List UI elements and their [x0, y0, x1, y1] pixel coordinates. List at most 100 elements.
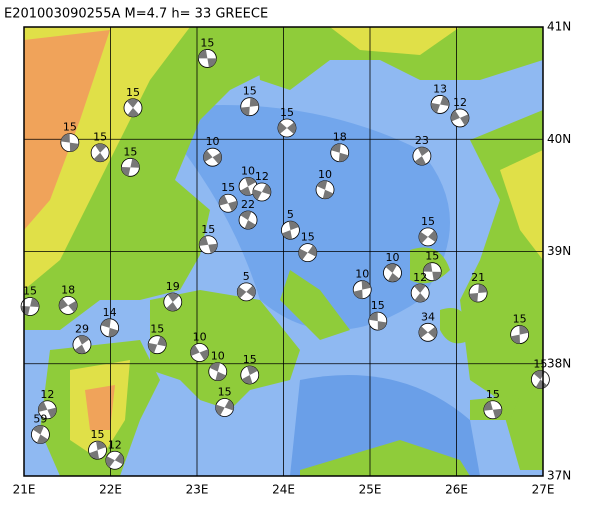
beachball-quadrant — [510, 325, 529, 344]
lat-label: 37N — [547, 469, 571, 483]
depth-label: 15 — [425, 250, 439, 263]
beachball-quadrant — [431, 96, 450, 113]
map-title: E201003090255A M=4.7 h= 33 GREECE — [4, 7, 268, 22]
beachball-quadrant — [237, 285, 256, 299]
focal-mechanism — [37, 400, 57, 420]
depth-label: 15 — [218, 386, 232, 399]
depth-label: 15 — [126, 86, 140, 99]
focal-mechanism — [72, 335, 92, 355]
focal-mechanism — [422, 262, 442, 282]
beachball-quadrant — [93, 143, 107, 162]
depth-label: 10 — [318, 168, 332, 181]
beachball-quadrant — [240, 97, 259, 116]
beachball-quadrant — [277, 122, 296, 134]
beachball-quadrant — [166, 293, 180, 312]
beachball-quadrant — [240, 211, 256, 230]
depth-label: 15 — [513, 313, 527, 326]
depth-label: 15 — [221, 181, 235, 194]
focal-mechanism — [418, 322, 438, 342]
lat-label: 38N — [547, 356, 571, 370]
depth-label: 10 — [193, 331, 207, 344]
focal-mechanism — [412, 146, 432, 166]
focal-mechanism — [238, 176, 258, 196]
depth-label: 15 — [63, 121, 77, 134]
depth-label: 10 — [211, 350, 225, 363]
focal-mechanism — [418, 227, 438, 247]
beachball-quadrant — [203, 150, 222, 164]
focal-mechanism — [105, 450, 125, 470]
beachball-quadrant — [353, 280, 371, 299]
beachball-quadrant — [32, 425, 48, 444]
focal-mechanism — [315, 180, 335, 200]
focal-mechanism — [450, 108, 470, 128]
depth-label: 10 — [206, 135, 220, 148]
depth-label: 10 — [355, 268, 369, 281]
depth-label: 15 — [533, 357, 547, 370]
beachball-quadrant — [215, 399, 234, 416]
depth-label: 15 — [93, 131, 107, 144]
beachball-quadrant — [101, 318, 119, 337]
beachball-quadrant — [190, 344, 209, 361]
focal-mechanism — [277, 118, 297, 138]
beachball-quadrant — [241, 365, 258, 384]
event-layer: 15 15 15 15 15 15 15 10 18 23 13 12 10 10 12 15 22 5 15 15 1… — [20, 36, 550, 470]
focal-mechanism — [368, 311, 388, 331]
focal-mechanism — [468, 283, 488, 303]
beachball-quadrant — [414, 147, 430, 166]
focal-mechanism — [197, 49, 217, 68]
focal-mechanism — [430, 95, 450, 114]
depth-label: 15 — [421, 215, 435, 228]
depth-label: 12 — [453, 96, 467, 109]
focal-mechanism — [123, 98, 143, 118]
beachball-quadrant — [126, 98, 140, 117]
depth-label: 18 — [333, 131, 347, 144]
beachball-quadrant — [418, 230, 437, 244]
focal-mechanism — [352, 280, 372, 300]
focal-mechanism — [330, 143, 350, 163]
focal-mechanism — [218, 193, 238, 213]
depth-label: 14 — [103, 306, 117, 319]
map-frame — [23, 26, 544, 477]
focal-mechanism — [531, 370, 550, 389]
beachball-quadrant — [38, 401, 57, 418]
beachball-quadrant — [240, 177, 256, 196]
depth-label: 13 — [433, 82, 447, 95]
focal-mechanism — [215, 398, 235, 417]
focal-mechanism — [60, 133, 80, 153]
focal-mechanism — [510, 325, 530, 344]
beachball-quadrant — [199, 236, 218, 254]
depth-label: 12 — [40, 388, 54, 401]
focal-mechanism — [240, 365, 260, 385]
beachball-quadrant — [533, 370, 548, 389]
lon-label: 25E — [359, 483, 382, 497]
focal-mechanism — [240, 97, 260, 117]
focal-mechanism — [163, 292, 183, 312]
focal-mechanism — [208, 362, 228, 382]
depth-label: 22 — [241, 198, 255, 211]
depth-label: 15 — [486, 388, 500, 401]
beachball-quadrant — [483, 401, 502, 419]
depth-label: 12 — [255, 170, 269, 183]
depth-label: 5 — [287, 208, 294, 221]
depth-label: 15 — [200, 36, 214, 49]
lon-label: 23E — [186, 483, 209, 497]
lon-label: 24E — [272, 483, 295, 497]
beachball-quadrant — [414, 284, 427, 303]
focal-mechanism — [58, 295, 78, 315]
lon-label: 26E — [445, 483, 468, 497]
beachball-quadrant — [469, 284, 488, 302]
depth-label: 19 — [166, 280, 180, 293]
focal-mechanism — [203, 147, 222, 167]
depth-label: 15 — [123, 145, 137, 158]
beachball-quadrant — [423, 262, 442, 281]
beachball-quadrant — [60, 133, 79, 152]
focal-mechanism — [410, 283, 430, 303]
beachball-quadrant — [298, 245, 317, 260]
depth-label: 12 — [413, 271, 427, 284]
depth-label: 23 — [415, 134, 429, 147]
beachball-quadrant — [89, 441, 106, 460]
depth-label: 12 — [108, 438, 122, 451]
beachball-quadrant — [418, 326, 437, 339]
beachball-quadrant — [74, 335, 90, 354]
